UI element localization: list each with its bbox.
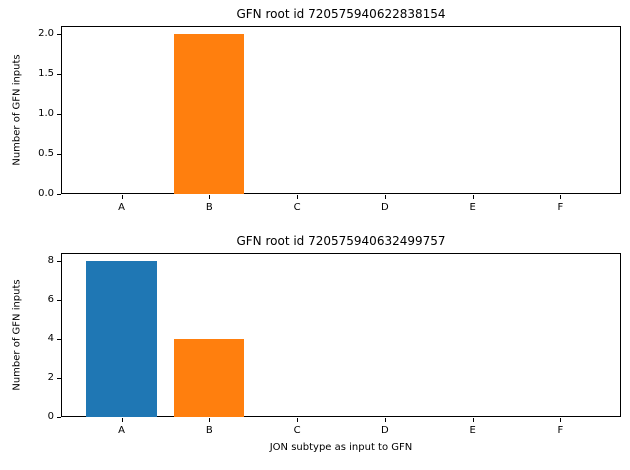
y-tick-mark bbox=[57, 338, 61, 340]
x-tick-label-C: C bbox=[293, 202, 301, 213]
y-tick-mark bbox=[57, 114, 61, 115]
y-tick-label: 1.5 bbox=[38, 68, 54, 79]
y-tick-mark bbox=[57, 154, 61, 155]
y-tick-mark bbox=[57, 260, 61, 262]
y-tick-label: 0.0 bbox=[38, 188, 54, 199]
y-tick-label: 0 bbox=[47, 411, 54, 422]
chart-title-2: GFN root id 720575940632499757 bbox=[236, 234, 446, 248]
x-tick-mark bbox=[472, 418, 474, 422]
x-tick-mark bbox=[297, 418, 299, 422]
x-tick-mark bbox=[297, 195, 299, 199]
y-tick-label: 8 bbox=[47, 254, 54, 266]
bar-B bbox=[174, 338, 245, 417]
x-tick-label-B: B bbox=[205, 202, 213, 213]
x-tick-mark bbox=[121, 195, 123, 199]
x-axis-label: JON subtype as input to GFN bbox=[269, 442, 413, 453]
y-tick-mark bbox=[57, 34, 61, 35]
x-tick-mark bbox=[560, 418, 562, 422]
x-tick-label-D: D bbox=[381, 425, 389, 436]
y-tick-label: 6 bbox=[47, 293, 54, 305]
x-tick-label-A: A bbox=[118, 425, 125, 436]
x-tick-label-F: F bbox=[557, 425, 564, 436]
x-tick-mark bbox=[121, 418, 123, 422]
x-tick-mark bbox=[209, 418, 211, 422]
y-tick-mark bbox=[57, 74, 61, 75]
axes-subplot-1 bbox=[61, 26, 621, 194]
y-tick-label: 4 bbox=[47, 332, 54, 344]
y-tick-mark bbox=[57, 377, 61, 379]
x-tick-mark bbox=[209, 195, 211, 199]
y-tick-label: 2 bbox=[47, 371, 54, 383]
y-tick-mark bbox=[57, 299, 61, 301]
bar-A bbox=[86, 260, 157, 417]
x-tick-label-A: A bbox=[118, 202, 125, 213]
x-tick-label-C: C bbox=[293, 425, 301, 436]
chart-title-1: GFN root id 720575940622838154 bbox=[236, 7, 446, 21]
y-tick-label: 2.0 bbox=[38, 28, 54, 39]
x-tick-label-D: D bbox=[381, 202, 389, 213]
x-tick-mark bbox=[472, 195, 474, 199]
x-tick-label-F: F bbox=[557, 202, 564, 213]
x-tick-label-E: E bbox=[469, 202, 476, 213]
x-tick-label-E: E bbox=[469, 425, 476, 436]
x-tick-mark bbox=[560, 195, 562, 199]
x-tick-label-B: B bbox=[205, 425, 213, 436]
y-tick-label: 1.0 bbox=[38, 108, 54, 119]
y-tick-mark bbox=[57, 194, 61, 195]
x-tick-mark bbox=[384, 418, 386, 422]
bar-B bbox=[174, 34, 245, 194]
x-tick-mark bbox=[384, 195, 386, 199]
y-tick-mark bbox=[57, 417, 61, 418]
y-tick-label: 0.5 bbox=[38, 148, 54, 159]
